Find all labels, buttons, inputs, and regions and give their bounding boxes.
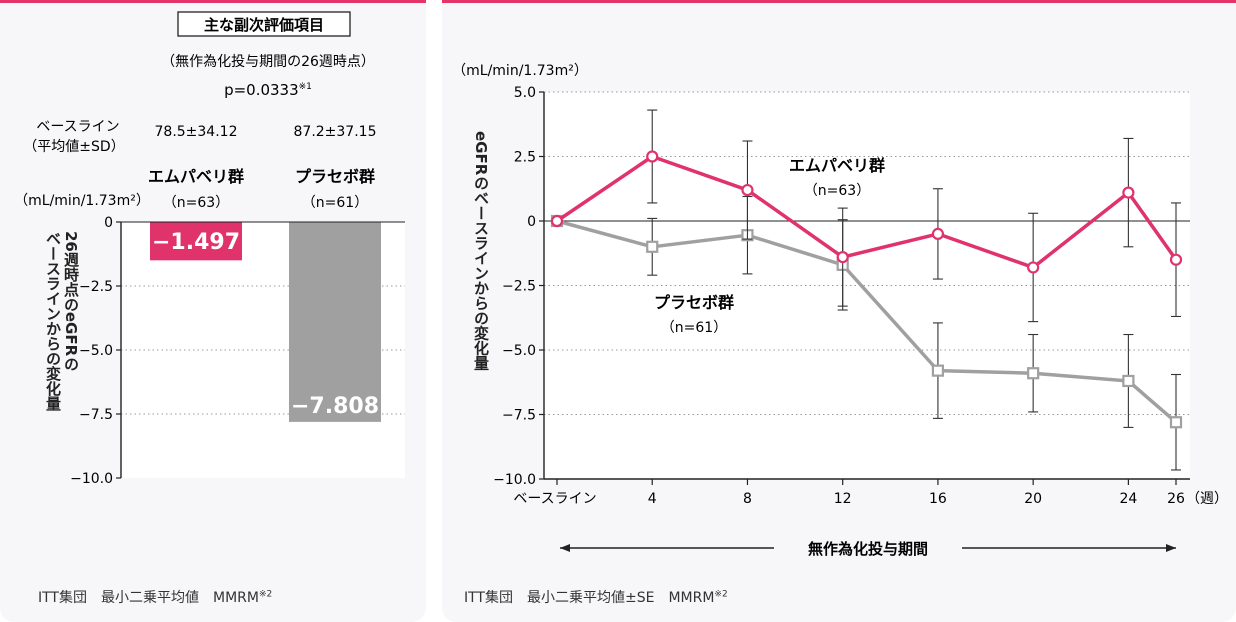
- title-box: [177, 11, 351, 37]
- left-y-tick-label: −2.5: [79, 279, 113, 295]
- data-point: [1027, 367, 1040, 380]
- right-y-tick-label: 2.5: [514, 150, 536, 166]
- p-value-note: ※1: [299, 82, 312, 92]
- group-name: プラセボ群: [295, 167, 375, 186]
- left-y-tick-label: 0: [104, 215, 113, 231]
- data-point: [1027, 261, 1040, 274]
- right-unit-label: （mL/min/1.73m²）: [452, 63, 588, 79]
- left-footer-note: ※2: [258, 589, 273, 600]
- data-point: [931, 227, 945, 240]
- p-value-line: p=0.0333※1: [224, 81, 312, 99]
- left-y-axis-label: 26週時点のeGFRの ベースラインからの変化量: [44, 231, 80, 411]
- right-panel: （mL/min/1.73m²） 5.0 2.5 0 −2.5 −5.0 −7.5 −10.0…: [442, 0, 1236, 622]
- right-x-tick-label: 26: [1167, 491, 1185, 507]
- right-footer-text: ITT集団 最小二乗平均値±SE MMRM: [464, 590, 715, 606]
- baseline-value: 78.5±34.12: [155, 124, 238, 140]
- data-point: [550, 214, 564, 228]
- left-y-tick-label: −10.0: [70, 471, 113, 487]
- right-x-tick-label: 4: [648, 491, 657, 507]
- group-n: （n=63）: [163, 195, 229, 211]
- right-x-tick-label: 20: [1024, 491, 1042, 507]
- right-x-tick-label: 24: [1119, 491, 1137, 507]
- right-y-tick-label: −5.0: [502, 343, 536, 359]
- left-y-tick-label: −5.0: [79, 343, 113, 359]
- data-point: [931, 364, 945, 377]
- series-n: （n=63）: [804, 183, 870, 199]
- period-label-bg: [774, 536, 962, 560]
- series-name: プラセボ群: [654, 293, 734, 312]
- chart-subtitle: （無作為化投与期間の26週時点）: [161, 54, 375, 70]
- chart-title: 主な副次評価項目: [204, 16, 324, 34]
- bar-value-label: −7.808: [291, 394, 379, 419]
- baseline-sd-label: （平均値±SD）: [23, 139, 124, 155]
- right-x-tick-label: 16: [929, 491, 947, 507]
- left-y-tick-label: −7.5: [79, 407, 113, 423]
- data-point: [1122, 374, 1135, 388]
- bar-chart: 主な副次評価項目 （無作為化投与期間の26週時点） p=0.0333※1 ベース…: [14, 11, 405, 487]
- left-footer-text: ITT集団 最小二乗平均値 MMRM: [38, 590, 259, 606]
- right-x-tick-label: ベースライン: [513, 491, 596, 507]
- group-name: エムパベリ群: [148, 167, 244, 186]
- right-y-tick-label: −10.0: [493, 472, 536, 488]
- data-point: [836, 251, 849, 264]
- bar: [150, 222, 242, 261]
- right-x-tick-label: 8: [743, 491, 752, 507]
- right-x-tick-label: 12: [834, 491, 852, 507]
- period-arrow-left: [560, 544, 570, 552]
- data-point: [1169, 253, 1183, 266]
- right-y-tick-label: −2.5: [502, 279, 536, 295]
- right-y-tick-label: 5.0: [514, 85, 536, 101]
- baseline-value: 87.2±37.15: [294, 124, 377, 140]
- baseline-label: ベースライン: [36, 119, 119, 135]
- data-point: [741, 183, 754, 197]
- series-name: エムパベリ群: [789, 156, 885, 175]
- left-unit-label: （mL/min/1.73m²）: [14, 193, 150, 209]
- left-y-axis-label-line1: 26週時点のeGFRの: [62, 231, 80, 372]
- bar-value-label: −1.497: [152, 230, 240, 255]
- period-label: 無作為化投与期間: [808, 540, 928, 558]
- right-y-axis-label: eGFRのベースラインからの変化量: [472, 131, 490, 371]
- bar: [289, 222, 381, 422]
- data-point: [1169, 416, 1183, 429]
- data-point: [646, 150, 659, 163]
- week-unit-label: （週）: [1186, 491, 1228, 507]
- right-footer-note: ※2: [714, 589, 728, 600]
- series-line: [556, 219, 1178, 424]
- line-chart: （mL/min/1.73m²） 5.0 2.5 0 −2.5 −5.0 −7.5 −10.0…: [452, 63, 1228, 560]
- left-panel: 主な副次評価項目 （無作為化投与期間の26週時点） p=0.0333※1 ベース…: [0, 0, 426, 622]
- left-y-axis-label-line2: ベースラインからの変化量: [44, 231, 62, 411]
- right-y-tick-label: 0: [527, 214, 536, 230]
- right-y-tick-label: −7.5: [502, 408, 536, 424]
- period-arrow-right: [1166, 544, 1176, 552]
- series-line: [556, 154, 1178, 270]
- p-value: p=0.0333: [224, 81, 299, 99]
- right-footer: ITT集団 最小二乗平均値±SE MMRM※2: [464, 587, 728, 607]
- left-footer: ITT集団 最小二乗平均値 MMRM※2: [38, 587, 272, 607]
- data-point: [646, 240, 659, 253]
- group-n: （n=61）: [302, 195, 368, 211]
- series-n: （n=61）: [661, 320, 727, 336]
- data-point: [1122, 186, 1135, 199]
